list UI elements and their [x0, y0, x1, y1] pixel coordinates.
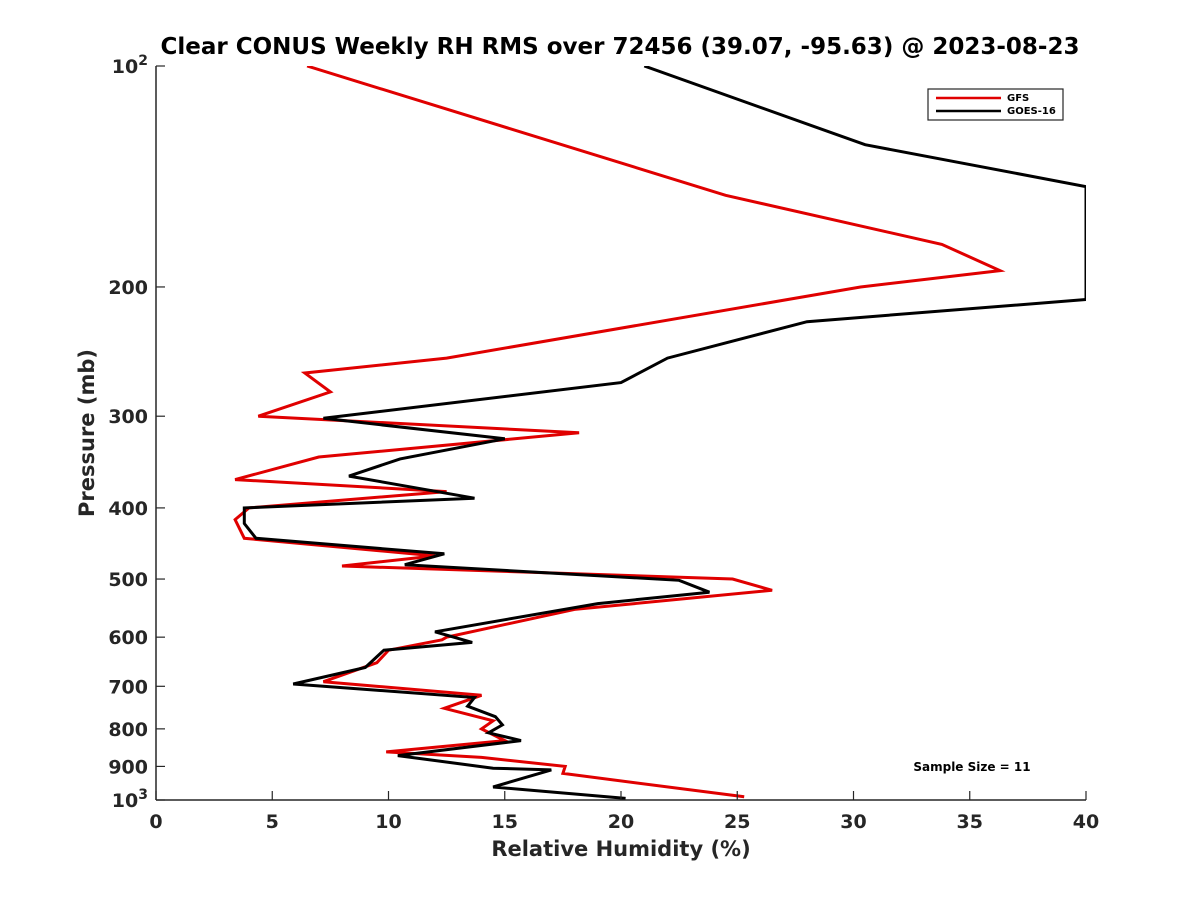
y-tick-label: 800 [108, 719, 148, 741]
x-tick-label: 15 [492, 811, 518, 833]
sample-size-annotation: Sample Size = 11 [913, 760, 1030, 774]
axes [155, 66, 1086, 801]
x-tick-label: 40 [1073, 811, 1099, 833]
x-tick-label: 20 [608, 811, 634, 833]
x-tick-label: 0 [149, 811, 162, 833]
y-tick-label: 103 [112, 787, 148, 812]
chart-title: Clear CONUS Weekly RH RMS over 72456 (39… [161, 34, 1080, 60]
y-tick-label: 700 [108, 676, 148, 698]
y-tick-label: 600 [108, 627, 148, 649]
y-tick-label: 102 [112, 53, 148, 78]
x-tick-label: 5 [266, 811, 279, 833]
x-tick-label: 35 [957, 811, 983, 833]
x-ticks: 0 5 10 15 20 25 30 35 40 [149, 791, 1099, 833]
y-axis-label: Pressure (mb) [75, 349, 99, 517]
x-axis-label: Relative Humidity (%) [491, 837, 750, 861]
y-tick-label: 900 [108, 756, 148, 778]
legend: GFS GOES-16 [927, 88, 1064, 121]
y-tick-label: 500 [108, 569, 148, 591]
y-tick-label: 200 [108, 277, 148, 299]
series-layer [233, 66, 1086, 800]
y-tick-label: 300 [108, 406, 148, 428]
legend-label-goes16: GOES-16 [1007, 106, 1056, 117]
series-line-goes16 [242, 66, 1086, 800]
legend-label-gfs: GFS [1007, 93, 1029, 104]
legend-box [927, 88, 1064, 121]
y-ticks: 102 200 300 400 500 600 700 800 900 103 [108, 53, 165, 812]
x-tick-label: 30 [840, 811, 866, 833]
x-tick-label: 10 [375, 811, 401, 833]
x-tick-label: 25 [724, 811, 750, 833]
y-tick-label: 400 [108, 498, 148, 520]
